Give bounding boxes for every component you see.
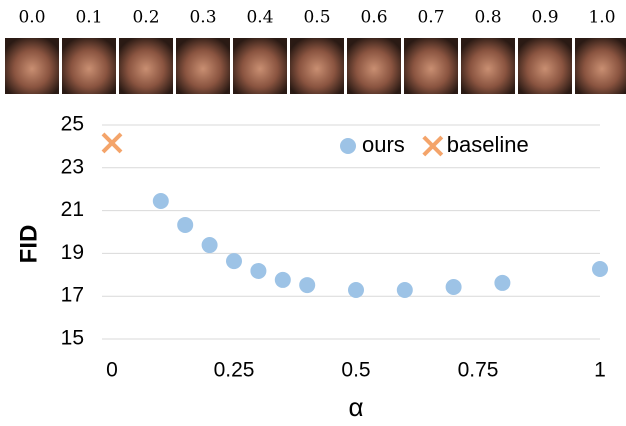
y-tick-label: 21 <box>61 198 84 221</box>
y-tick-label: 15 <box>61 327 84 350</box>
face-thumbnail <box>5 38 59 94</box>
face-thumbnail <box>119 38 173 94</box>
alpha-label: 0.3 <box>189 8 216 28</box>
alpha-label: 1.0 <box>588 8 615 28</box>
alpha-label: 0.9 <box>531 8 558 28</box>
y-tick-label: 25 <box>61 113 84 136</box>
alpha-label: 0.0 <box>18 8 45 28</box>
x-tick-label: 0.25 <box>214 359 255 382</box>
point <box>592 261 608 278</box>
alpha-label: 0.5 <box>303 8 330 28</box>
x-axis-label: α <box>348 392 363 422</box>
face-thumbnail <box>518 38 572 94</box>
alpha-label: 0.6 <box>360 8 387 28</box>
y-tick-label: 19 <box>61 241 84 264</box>
legend-label: ours <box>362 132 405 157</box>
face-thumbnail <box>347 38 401 94</box>
point <box>274 271 291 288</box>
point <box>250 262 267 279</box>
baseline-marker <box>101 132 123 154</box>
face-thumbnail <box>62 38 116 94</box>
face-thumbnail <box>176 38 230 94</box>
alpha-label: 0.8 <box>474 8 501 28</box>
alpha-label: 0.2 <box>132 8 159 28</box>
point <box>494 274 511 291</box>
point <box>396 281 413 298</box>
alpha-label: 0.7 <box>417 8 444 28</box>
face-thumbnail <box>404 38 458 94</box>
legend-marker <box>422 135 444 157</box>
point <box>299 277 316 294</box>
point <box>152 192 169 209</box>
point <box>348 281 364 298</box>
alpha-label: 0.1 <box>75 8 102 28</box>
y-axis-label: FID <box>15 225 42 264</box>
x-tick-label: 0 <box>106 359 118 382</box>
point <box>445 278 462 295</box>
face-thumbnail <box>575 38 626 94</box>
face-thumbnail <box>290 38 344 94</box>
face-thumbnail <box>461 38 515 94</box>
legend-marker <box>340 138 356 154</box>
point <box>201 237 218 254</box>
x-tick-label: 0.5 <box>341 359 370 382</box>
point <box>226 253 242 270</box>
y-tick-label: 17 <box>61 284 84 307</box>
x-tick-label: 0.75 <box>458 359 499 382</box>
point <box>177 216 194 233</box>
legend-label: baseline <box>447 132 529 157</box>
y-tick-label: 23 <box>61 155 84 178</box>
alpha-label: 0.4 <box>246 8 273 28</box>
marker-stroke <box>101 132 123 154</box>
face-thumbnail <box>233 38 287 94</box>
x-tick-label: 1 <box>594 359 606 382</box>
